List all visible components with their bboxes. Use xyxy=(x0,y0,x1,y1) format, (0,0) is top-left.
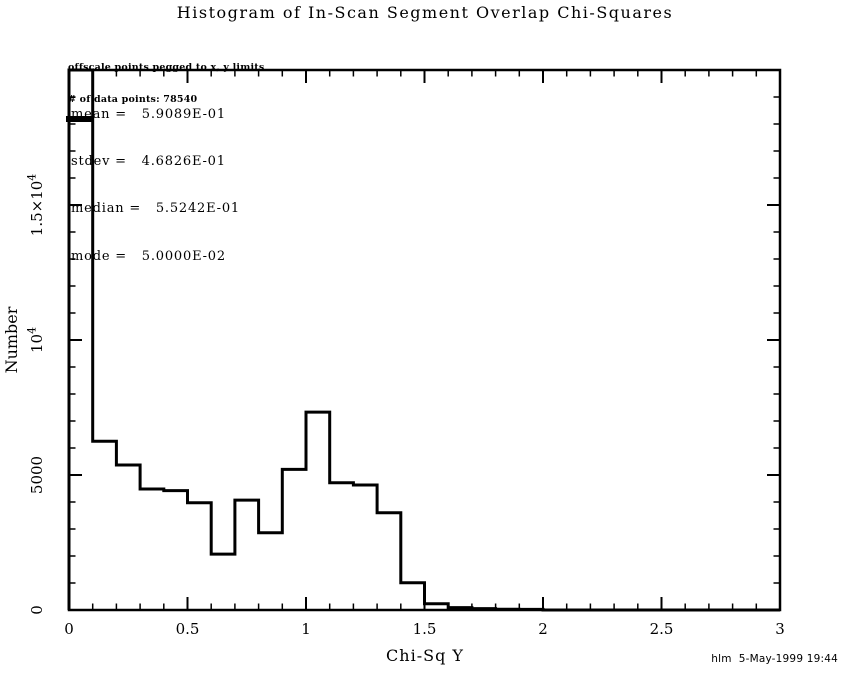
stat-median: median = 5.5242E-01 xyxy=(71,201,240,217)
x-tick-label: 0 xyxy=(64,620,74,638)
offscale-notes: offscale points pegged to x, y limits # … xyxy=(68,42,264,126)
stat-mode: mode = 5.0000E-02 xyxy=(71,248,226,264)
mode-overstrike-mark xyxy=(66,116,92,122)
x-axis-label: Chi-Sq Y xyxy=(386,646,464,665)
stats-block: mean = 5.9089E-01 stdev = 4.6826E-01 med… xyxy=(71,75,240,296)
y-tick-label: 1.5×104 xyxy=(25,174,46,237)
datapoint-count-line: # of data points: 78540 xyxy=(68,93,198,105)
plot-frame xyxy=(67,68,782,612)
x-tick-label: 1 xyxy=(301,620,311,638)
footer-timestamp: hlm 5-May-1999 19:44 xyxy=(711,653,838,665)
x-tick-label: 1.5 xyxy=(413,620,437,638)
y-tick-label: 5000 xyxy=(28,456,46,494)
stat-stdev: stdev = 4.6826E-01 xyxy=(71,153,226,169)
y-axis-label: Number xyxy=(2,306,21,373)
y-tick-label: 104 xyxy=(25,327,46,353)
histogram-step-path xyxy=(67,68,780,612)
chart-title: Histogram of In-Scan Segment Overlap Chi… xyxy=(176,3,674,22)
x-tick-label: 0.5 xyxy=(176,620,200,638)
x-tick-label: 2.5 xyxy=(650,620,674,638)
x-tick-label: 2 xyxy=(538,620,548,638)
offscale-note-line: offscale points pegged to x, y limits xyxy=(68,62,265,73)
y-tick-label: 0 xyxy=(28,605,46,615)
x-tick-label: 3 xyxy=(775,620,785,638)
